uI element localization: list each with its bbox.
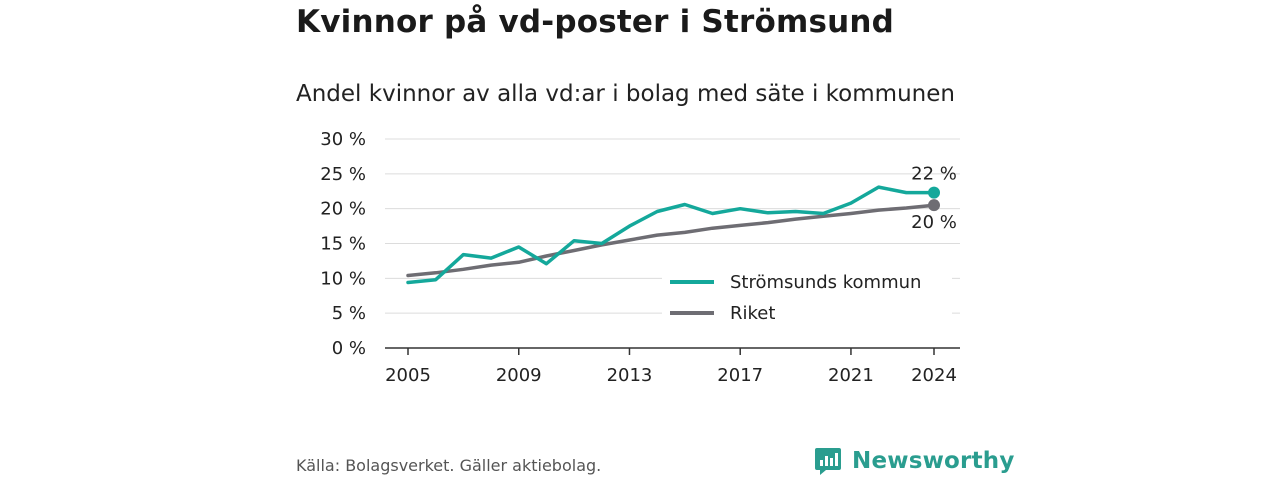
series-line-stromsund [406,185,936,285]
x-tick-label: 2009 [496,365,542,386]
series-lines: 22 % 20 % [406,164,957,285]
y-tick-label: 0 % [332,338,366,359]
chart-subtitle: Andel kvinnor av alla vd:ar i bolag med … [296,81,955,107]
series-end-point [928,186,940,199]
x-tick-label: 2013 [607,365,653,386]
legend-label: Riket [730,303,775,324]
newsworthy-logo-icon [815,448,841,475]
series-end-point [928,199,940,212]
y-tick-label: 10 % [320,268,366,289]
series-line-riket [406,203,936,278]
x-axis: 2005 2009 2013 2017 2021 2024 [385,347,960,386]
x-tick-label: 2021 [828,365,874,386]
y-tick-label: 25 % [320,164,366,185]
y-tick-label: 20 % [320,199,366,220]
brand-name: Newsworthy [852,448,1015,474]
legend: Strömsunds kommun Riket [662,266,952,332]
source-note: Källa: Bolagsverket. Gäller aktiebolag. [296,456,602,475]
legend-label: Strömsunds kommun [730,272,921,293]
x-tick-label: 2024 [911,365,957,386]
chart-title: Kvinnor på vd-poster i Strömsund [296,4,895,40]
y-tick-label: 5 % [332,303,366,324]
brand-logo: Newsworthy [814,446,1015,476]
x-tick-label: 2005 [385,365,431,386]
y-tick-label: 15 % [320,234,366,255]
legend-background [662,266,952,332]
y-axis-ticks: 0 % 5 % 10 % 15 % 20 % 25 % 30 % [320,129,366,359]
x-tick-label: 2017 [717,365,763,386]
end-label-riket: 20 % [911,212,957,233]
y-tick-label: 30 % [320,129,366,150]
end-label-stromsund: 22 % [911,164,957,185]
